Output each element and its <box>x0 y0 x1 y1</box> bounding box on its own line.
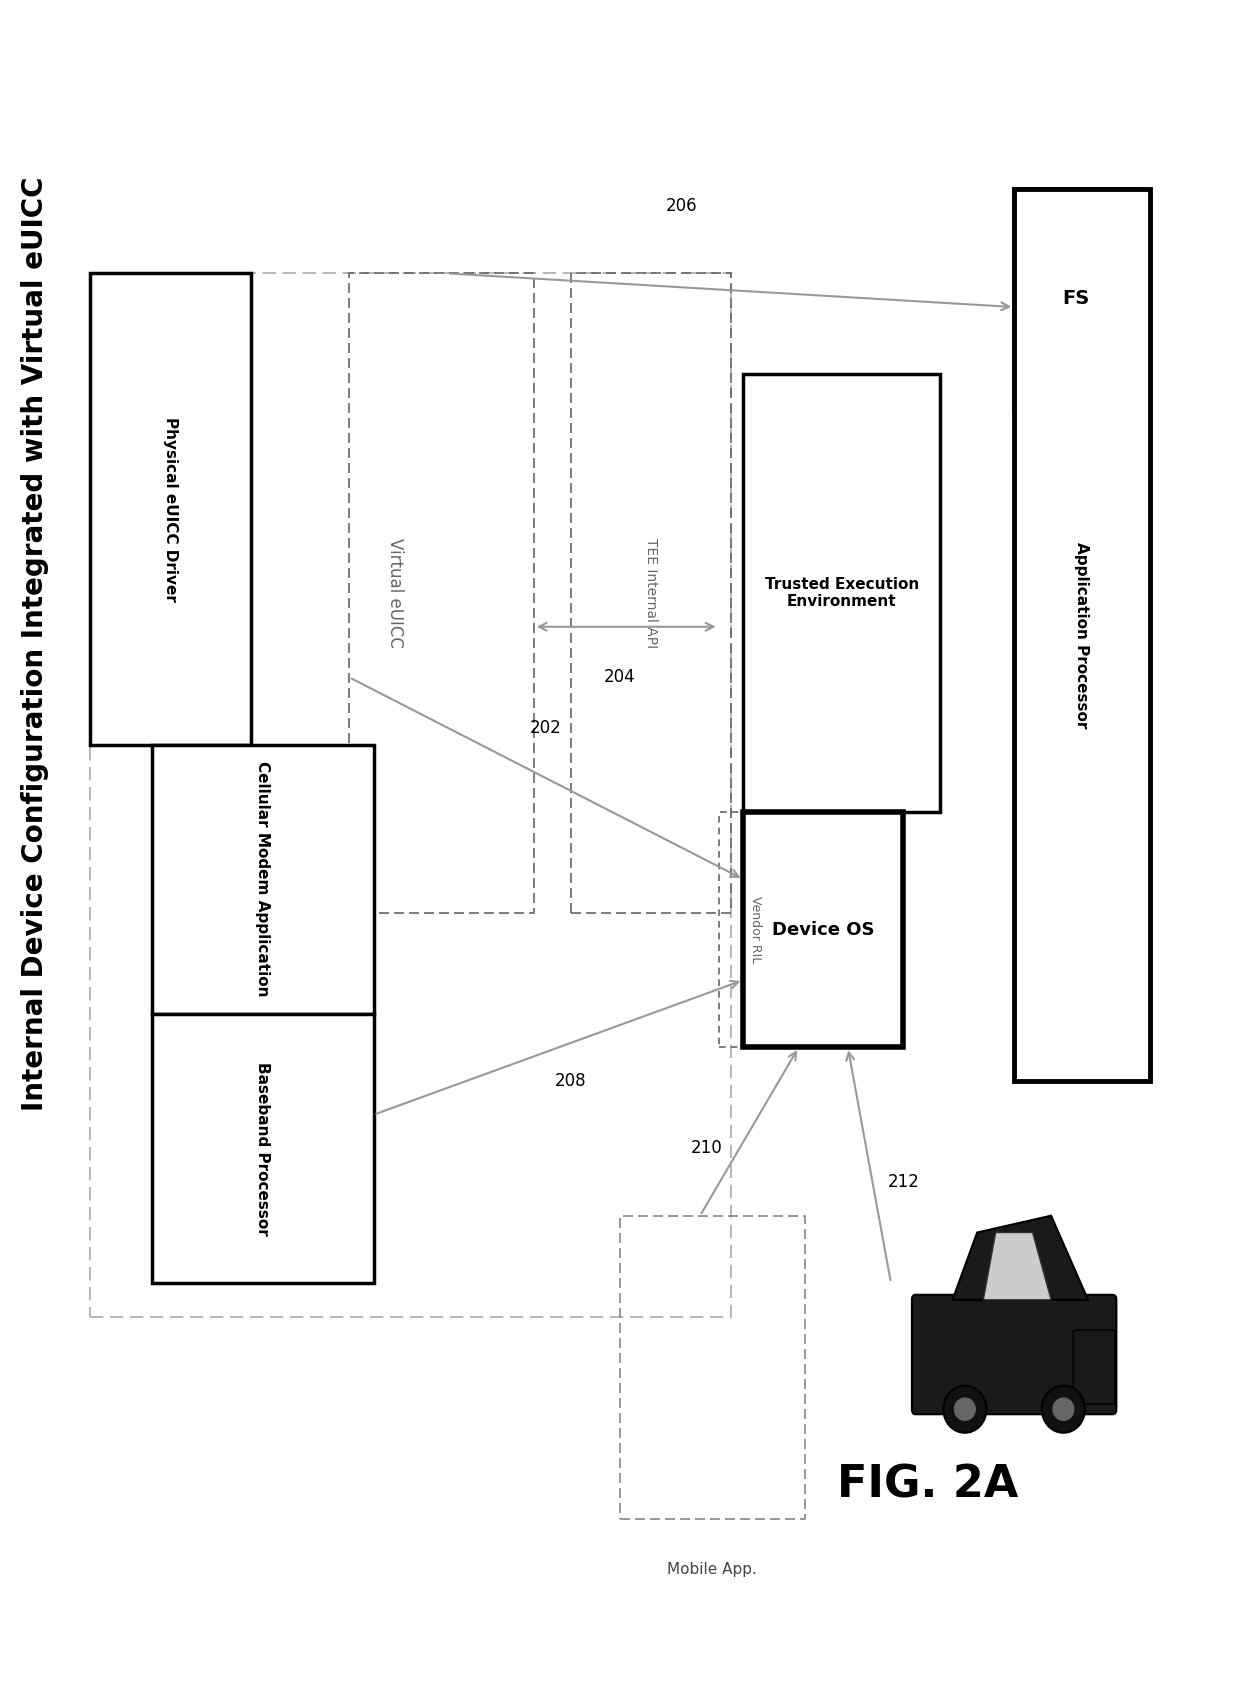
Text: Physical eUICC Driver: Physical eUICC Driver <box>162 416 179 602</box>
Text: Mobile App.: Mobile App. <box>667 1561 758 1576</box>
Polygon shape <box>983 1233 1052 1300</box>
Text: FS: FS <box>1063 289 1090 308</box>
Text: TEE Internal API: TEE Internal API <box>644 538 657 648</box>
Text: Device OS: Device OS <box>773 920 874 939</box>
Text: Vendor RIL: Vendor RIL <box>749 896 763 964</box>
Bar <box>718 812 792 1047</box>
Text: Virtual eUICC: Virtual eUICC <box>386 538 404 648</box>
FancyBboxPatch shape <box>1074 1331 1115 1404</box>
Text: FIG. 2A: FIG. 2A <box>837 1463 1018 1507</box>
Bar <box>743 812 903 1047</box>
Bar <box>620 1216 805 1519</box>
Polygon shape <box>952 1216 1087 1300</box>
Bar <box>91 274 250 744</box>
Bar <box>743 374 940 812</box>
Bar <box>153 744 373 1015</box>
Text: 212: 212 <box>888 1174 919 1190</box>
Text: 202: 202 <box>531 719 562 737</box>
Text: Internal Device Configuration Integrated with Virtual eUICC: Internal Device Configuration Integrated… <box>21 176 48 1111</box>
Ellipse shape <box>954 1397 976 1420</box>
Text: 210: 210 <box>691 1140 722 1157</box>
Bar <box>153 1015 373 1283</box>
Bar <box>570 274 730 913</box>
Bar <box>1014 189 1137 408</box>
Text: Application Processor: Application Processor <box>1074 543 1090 729</box>
Text: Trusted Execution
Environment: Trusted Execution Environment <box>765 577 919 609</box>
Bar <box>348 274 533 913</box>
Bar <box>91 274 730 1317</box>
Bar <box>91 274 250 744</box>
Text: 204: 204 <box>604 668 636 687</box>
Text: Baseband Processor: Baseband Processor <box>255 1062 270 1234</box>
Ellipse shape <box>944 1385 987 1432</box>
Text: 206: 206 <box>666 198 697 215</box>
FancyBboxPatch shape <box>911 1295 1116 1414</box>
Text: Cellular Modem Application: Cellular Modem Application <box>255 761 270 998</box>
Ellipse shape <box>1042 1385 1085 1432</box>
Text: 208: 208 <box>556 1072 587 1091</box>
Bar <box>1014 189 1149 1081</box>
Ellipse shape <box>1053 1397 1075 1420</box>
